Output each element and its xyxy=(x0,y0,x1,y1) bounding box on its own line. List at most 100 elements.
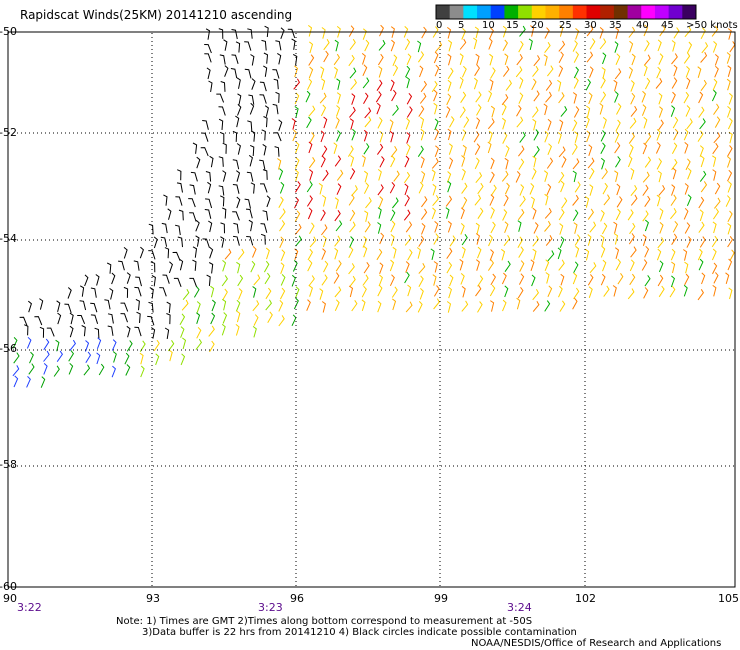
wind-barb xyxy=(221,275,229,287)
wind-barb xyxy=(83,364,91,376)
wind-barb xyxy=(431,157,439,169)
wind-barb xyxy=(712,41,718,53)
wind-barb xyxy=(446,301,452,313)
wind-barb xyxy=(164,327,170,339)
wind-barb xyxy=(533,222,539,234)
wind-barb xyxy=(587,157,595,169)
wind-barb xyxy=(244,198,251,209)
wind-barb xyxy=(546,157,554,169)
wind-barb xyxy=(266,195,271,208)
wind-barb xyxy=(671,184,676,196)
wind-barb xyxy=(222,170,227,182)
wind-barb xyxy=(155,353,160,366)
wind-barb xyxy=(616,196,623,208)
wind-barb xyxy=(280,262,285,274)
wind-barb xyxy=(260,183,268,193)
legend-swatch-9 xyxy=(559,5,574,19)
wind-barb xyxy=(223,39,228,51)
wind-barb xyxy=(644,40,650,52)
wind-barb xyxy=(390,209,396,222)
wind-barb xyxy=(193,286,200,298)
wind-barb xyxy=(630,80,635,92)
wind-barb xyxy=(321,248,326,260)
wind-barb xyxy=(670,248,676,261)
wind-barb xyxy=(727,145,733,157)
wind-barb xyxy=(13,352,20,364)
wind-barb xyxy=(135,298,140,311)
wind-barb xyxy=(447,180,452,193)
map-frame xyxy=(7,31,736,588)
wind-barb xyxy=(321,224,328,236)
wind-barb xyxy=(434,64,440,77)
wind-barb xyxy=(151,327,156,339)
wind-barb xyxy=(403,171,411,184)
wind-barb xyxy=(490,300,495,312)
wind-barb xyxy=(265,247,270,260)
wind-barb xyxy=(173,277,182,287)
wind-barb xyxy=(656,129,661,141)
wind-barb xyxy=(532,289,540,301)
wind-barb xyxy=(684,261,689,274)
wind-barb xyxy=(518,158,525,170)
wind-barb xyxy=(446,261,453,274)
wind-barb xyxy=(461,182,468,194)
wind-barb xyxy=(307,207,313,220)
wind-barb xyxy=(96,337,102,349)
wind-barb xyxy=(126,340,133,352)
wind-barb xyxy=(670,91,676,104)
wind-barb xyxy=(488,234,493,247)
wind-barb xyxy=(515,171,521,183)
wind-barb xyxy=(602,117,607,129)
wind-barb xyxy=(728,92,733,105)
wind-barb xyxy=(727,236,734,248)
wind-barb xyxy=(149,287,154,299)
wind-barb xyxy=(55,339,60,352)
wind-barb xyxy=(447,286,452,299)
wind-barb xyxy=(351,128,356,141)
wind-barb xyxy=(558,285,563,298)
wind-barb xyxy=(134,326,142,337)
wind-barb xyxy=(222,142,227,154)
wind-barb xyxy=(125,364,131,376)
wind-barb xyxy=(672,220,679,233)
wind-barb xyxy=(308,25,313,37)
wind-barb xyxy=(192,246,198,258)
wind-barb xyxy=(280,249,286,261)
wind-barb xyxy=(279,236,285,249)
wind-barb xyxy=(118,260,125,271)
wind-barb xyxy=(376,248,383,261)
wind-barb xyxy=(644,156,652,168)
wind-barb xyxy=(361,285,367,298)
wind-barb xyxy=(348,263,355,275)
wind-barb xyxy=(686,194,692,206)
wind-barb xyxy=(603,285,610,297)
wind-barb xyxy=(518,40,524,53)
wind-barb xyxy=(377,300,382,313)
wind-barb xyxy=(517,236,524,248)
wind-barb xyxy=(728,131,733,144)
wind-barb xyxy=(406,53,412,66)
wind-barb xyxy=(557,132,562,144)
wind-barb xyxy=(107,313,114,324)
wind-barb xyxy=(547,143,552,155)
wind-barb xyxy=(267,311,273,323)
wind-barb xyxy=(727,181,732,193)
wind-barb xyxy=(571,143,578,155)
wind-barb xyxy=(294,92,300,105)
wind-barb xyxy=(292,53,298,66)
wind-barb xyxy=(489,194,495,206)
wind-barb xyxy=(279,208,286,220)
wind-barb xyxy=(532,300,540,312)
wind-barb xyxy=(19,316,28,326)
wind-barb xyxy=(407,284,412,297)
wind-barb xyxy=(430,248,435,261)
wind-barb xyxy=(392,298,397,311)
wind-barb xyxy=(248,154,253,167)
wind-barb xyxy=(417,301,423,313)
wind-barb xyxy=(321,145,328,157)
wind-barb xyxy=(308,285,313,297)
wind-barb xyxy=(123,286,129,298)
wind-barb xyxy=(306,195,313,207)
wind-barb xyxy=(601,67,606,79)
wind-barb xyxy=(573,66,579,79)
